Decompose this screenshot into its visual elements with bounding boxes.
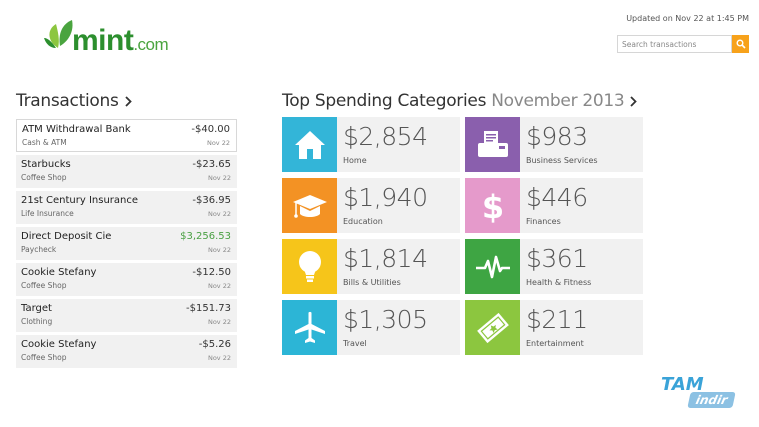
category-label: Entertainment [526, 339, 584, 348]
transaction-amount: -$40.00 [191, 124, 230, 135]
fax-icon [477, 130, 508, 157]
category-tile-entertainment[interactable]: $211 Entertainment [465, 300, 643, 355]
transaction-date: Nov 22 [207, 210, 231, 218]
category-tile-business-services[interactable]: $983 Business Services [465, 117, 643, 172]
category-amount: $1,814 [343, 244, 428, 273]
category-icon-box [465, 239, 520, 294]
watermark-text-secondary: indir [687, 392, 736, 408]
chevron-right-icon [124, 95, 132, 107]
transaction-name: ATM Withdrawal Bank [22, 124, 131, 135]
heartbeat-icon [475, 255, 510, 278]
category-tile-home[interactable]: $2,854 Home [282, 117, 460, 172]
category-tile-health-fitness[interactable]: $361 Health & Fitness [465, 239, 643, 294]
transaction-row[interactable]: ATM Withdrawal Bank Cash & ATM -$40.00 N… [16, 119, 237, 152]
mint-logo[interactable]: mint.com [44, 16, 184, 60]
transaction-category: Coffee Shop [21, 353, 67, 362]
spending-heading[interactable]: Top Spending Categories November 2013 [282, 91, 638, 111]
transaction-row[interactable]: Direct Deposit Cie Paycheck $3,256.53 No… [16, 227, 237, 260]
category-label: Bills & Utilities [343, 278, 401, 287]
category-icon-box: $ [465, 178, 520, 233]
transaction-row[interactable]: Target Clothing -$151.73 Nov 22 [16, 299, 237, 332]
category-amount: $211 [526, 305, 588, 334]
category-icon-box [282, 178, 337, 233]
transaction-date: Nov 22 [207, 318, 231, 326]
svg-text:$: $ [481, 188, 503, 224]
transaction-category: Coffee Shop [21, 173, 67, 182]
category-tile-bills-utilities[interactable]: $1,814 Bills & Utilities [282, 239, 460, 294]
category-icon-box [282, 239, 337, 294]
graduation-cap-icon [292, 194, 327, 218]
leaf-icon [44, 20, 73, 48]
lightbulb-icon [298, 250, 321, 282]
spending-month: November 2013 [491, 91, 625, 111]
transactions-title: Transactions [16, 91, 119, 111]
spending-title: Top Spending Categories [282, 91, 487, 111]
transaction-row[interactable]: Starbucks Coffee Shop -$23.65 Nov 22 [16, 155, 237, 188]
ticket-icon [476, 312, 509, 343]
category-amount: $1,305 [343, 305, 428, 334]
transaction-date: Nov 22 [206, 139, 230, 147]
watermark-text-primary: TAM [661, 374, 704, 395]
transaction-name: Starbucks [21, 159, 71, 170]
category-icon-box [282, 117, 337, 172]
transactions-heading[interactable]: Transactions [16, 91, 132, 111]
logo-suffix: .com [133, 35, 169, 54]
transaction-amount: -$36.95 [192, 195, 231, 206]
transaction-category: Cash & ATM [22, 138, 67, 147]
transaction-list: ATM Withdrawal Bank Cash & ATM -$40.00 N… [16, 119, 237, 371]
transaction-name: Cookie Stefany [21, 339, 97, 350]
category-tile-education[interactable]: $1,940 Education [282, 178, 460, 233]
transaction-amount: -$5.26 [198, 339, 231, 350]
category-amount: $446 [526, 183, 588, 212]
category-icon-box [282, 300, 337, 355]
transaction-date: Nov 22 [207, 282, 231, 290]
category-amount: $361 [526, 244, 588, 273]
transaction-category: Paycheck [21, 245, 57, 254]
category-amount: $1,940 [343, 183, 428, 212]
transaction-amount: -$151.73 [186, 303, 231, 314]
transaction-amount: -$23.65 [192, 159, 231, 170]
search-box [617, 35, 749, 53]
transaction-date: Nov 22 [207, 174, 231, 182]
search-input[interactable] [617, 35, 733, 53]
transaction-row[interactable]: 21st Century Insurance Life Insurance -$… [16, 191, 237, 224]
category-icon-box [465, 117, 520, 172]
category-amount: $983 [526, 122, 588, 151]
transaction-category: Life Insurance [21, 209, 74, 218]
category-label: Home [343, 156, 367, 165]
watermark-logo: TAM indir [653, 372, 745, 416]
transaction-row[interactable]: Cookie Stefany Coffee Shop -$12.50 Nov 2… [16, 263, 237, 296]
category-label: Finances [526, 217, 561, 226]
category-label: Education [343, 217, 383, 226]
category-amount: $2,854 [343, 122, 428, 151]
search-button[interactable] [732, 35, 749, 53]
transaction-row[interactable]: Cookie Stefany Coffee Shop -$5.26 Nov 22 [16, 335, 237, 368]
category-tile-finances[interactable]: $ $446 Finances [465, 178, 643, 233]
transaction-name: 21st Century Insurance [21, 195, 139, 206]
search-icon [736, 39, 746, 49]
airplane-icon [294, 311, 325, 343]
chevron-right-icon [630, 95, 638, 107]
transaction-name: Direct Deposit Cie [21, 231, 112, 242]
category-tile-travel[interactable]: $1,305 Travel [282, 300, 460, 355]
logo-wordmark: mint.com [72, 24, 169, 57]
transaction-date: Nov 22 [207, 246, 231, 254]
house-icon [294, 130, 325, 159]
category-icon-box [465, 300, 520, 355]
transaction-name: Target [21, 303, 52, 314]
category-label: Business Services [526, 156, 598, 165]
transaction-date: Nov 22 [207, 354, 231, 362]
transaction-amount: -$12.50 [192, 267, 231, 278]
transaction-category: Clothing [21, 317, 53, 326]
transaction-amount: $3,256.53 [180, 231, 231, 242]
category-label: Travel [343, 339, 367, 348]
transaction-name: Cookie Stefany [21, 267, 97, 278]
dollar-icon: $ [481, 188, 503, 224]
category-label: Health & Fitness [526, 278, 592, 287]
last-updated-text: Updated on Nov 22 at 1:45 PM [626, 14, 749, 23]
transaction-category: Coffee Shop [21, 281, 67, 290]
